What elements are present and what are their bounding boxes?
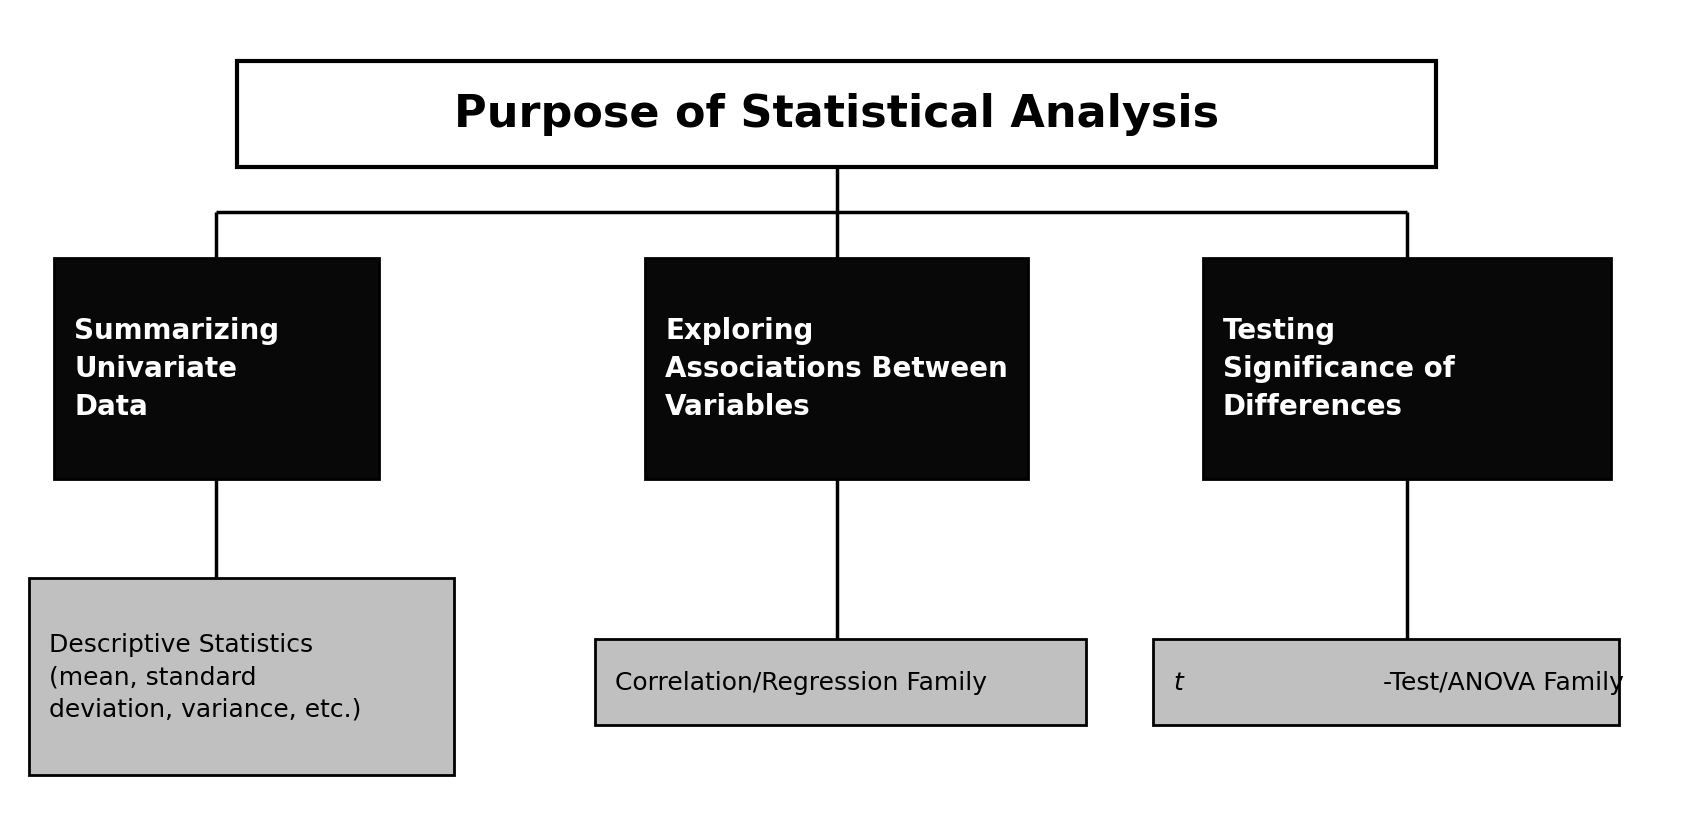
FancyBboxPatch shape (54, 258, 378, 479)
Text: Testing
Significance of
Differences: Testing Significance of Differences (1223, 317, 1454, 421)
Text: t: t (1172, 671, 1182, 695)
FancyBboxPatch shape (236, 61, 1436, 168)
FancyBboxPatch shape (595, 639, 1086, 725)
FancyBboxPatch shape (1203, 258, 1611, 479)
Text: Purpose of Statistical Analysis: Purpose of Statistical Analysis (454, 94, 1219, 137)
Text: -Test/ANOVA Family: -Test/ANOVA Family (1383, 671, 1623, 695)
FancyBboxPatch shape (1154, 639, 1620, 725)
FancyBboxPatch shape (645, 258, 1029, 479)
Text: Correlation/Regression Family: Correlation/Regression Family (615, 671, 986, 695)
Text: t-Test/ANOVA Family: t-Test/ANOVA Family (1172, 671, 1424, 695)
FancyBboxPatch shape (29, 578, 454, 775)
Text: Descriptive Statistics
(mean, standard
deviation, variance, etc.): Descriptive Statistics (mean, standard d… (49, 632, 361, 721)
Text: Exploring
Associations Between
Variables: Exploring Associations Between Variables (665, 317, 1008, 421)
Text: Summarizing
Univariate
Data: Summarizing Univariate Data (74, 317, 279, 421)
